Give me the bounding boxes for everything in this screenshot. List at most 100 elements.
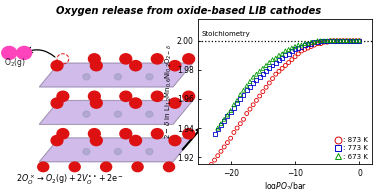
- : 873 K: (-5, 2): 873 K: (-5, 2): [324, 41, 330, 44]
- Circle shape: [115, 111, 121, 117]
- : 673 K: (-1.5, 2): 673 K: (-1.5, 2): [347, 39, 353, 42]
- : 673 K: (-17.5, 1.97): 673 K: (-17.5, 1.97): [244, 84, 250, 87]
- : 773 K: (-21, 1.95): 773 K: (-21, 1.95): [221, 119, 227, 122]
- : 773 K: (-8, 2): 773 K: (-8, 2): [305, 42, 311, 45]
- Circle shape: [83, 74, 90, 80]
- : 673 K: (-2.5, 2): 673 K: (-2.5, 2): [340, 39, 346, 42]
- : 873 K: (-19.5, 1.94): 873 K: (-19.5, 1.94): [231, 131, 237, 134]
- : 873 K: (-3, 2): 873 K: (-3, 2): [337, 39, 343, 42]
- : 873 K: (-7.5, 2): 873 K: (-7.5, 2): [308, 45, 314, 48]
- Circle shape: [83, 111, 90, 117]
- : 873 K: (-6.5, 2): 873 K: (-6.5, 2): [314, 42, 321, 45]
- : 673 K: (-12.5, 1.99): 673 K: (-12.5, 1.99): [276, 54, 282, 57]
- : 873 K: (-14.5, 1.97): 873 K: (-14.5, 1.97): [263, 86, 269, 89]
- : 873 K: (-11.5, 1.98): 873 K: (-11.5, 1.98): [282, 64, 288, 67]
- : 873 K: (-8, 2): 873 K: (-8, 2): [305, 46, 311, 50]
- : 773 K: (-16, 1.97): 773 K: (-16, 1.97): [253, 78, 259, 81]
- Circle shape: [115, 149, 121, 155]
- : 873 K: (-9, 1.99): 873 K: (-9, 1.99): [299, 49, 305, 52]
- : 773 K: (-9, 2): 773 K: (-9, 2): [299, 45, 305, 48]
- Circle shape: [172, 62, 178, 67]
- Polygon shape: [39, 63, 193, 87]
- : 673 K: (-19, 1.96): 673 K: (-19, 1.96): [234, 99, 240, 102]
- Circle shape: [120, 91, 132, 101]
- Circle shape: [130, 98, 141, 108]
- : 773 K: (-16.5, 1.97): 773 K: (-16.5, 1.97): [250, 81, 256, 84]
- : 873 K: (-16, 1.96): 873 K: (-16, 1.96): [253, 99, 259, 102]
- Legend: : 873 K, : 773 K, : 673 K: : 873 K, : 773 K, : 673 K: [335, 136, 369, 161]
- : 873 K: (-16.5, 1.96): 873 K: (-16.5, 1.96): [250, 103, 256, 106]
- : 673 K: (-9.5, 2): 673 K: (-9.5, 2): [295, 44, 301, 47]
- : 773 K: (-19.5, 1.95): 773 K: (-19.5, 1.95): [231, 106, 237, 109]
- : 773 K: (-17.5, 1.97): 773 K: (-17.5, 1.97): [244, 89, 250, 92]
- : 873 K: (-11, 1.99): 873 K: (-11, 1.99): [286, 61, 292, 64]
- : 773 K: (-20, 1.95): 773 K: (-20, 1.95): [228, 111, 234, 114]
- : 873 K: (-18.5, 1.94): 873 K: (-18.5, 1.94): [237, 122, 243, 125]
- : 873 K: (-20.5, 1.93): 873 K: (-20.5, 1.93): [225, 141, 231, 144]
- : 773 K: (-0.5, 2): 773 K: (-0.5, 2): [353, 39, 359, 42]
- : 673 K: (-13, 1.99): 673 K: (-13, 1.99): [273, 57, 279, 60]
- : 673 K: (-19.5, 1.96): 673 K: (-19.5, 1.96): [231, 103, 237, 106]
- : 673 K: (-12, 1.99): 673 K: (-12, 1.99): [279, 52, 285, 55]
- : 873 K: (-22.5, 1.92): 873 K: (-22.5, 1.92): [212, 159, 218, 162]
- : 673 K: (0, 2): 673 K: (0, 2): [356, 39, 363, 42]
- Circle shape: [183, 54, 195, 64]
- : 873 K: (-13, 1.98): 873 K: (-13, 1.98): [273, 73, 279, 76]
- Circle shape: [90, 98, 102, 108]
- : 773 K: (-4, 2): 773 K: (-4, 2): [331, 39, 337, 42]
- : 873 K: (-1.5, 2): 873 K: (-1.5, 2): [347, 39, 353, 42]
- : 773 K: (-22.5, 1.94): 773 K: (-22.5, 1.94): [212, 132, 218, 135]
- Circle shape: [151, 129, 163, 139]
- : 673 K: (-9, 2): 673 K: (-9, 2): [299, 44, 305, 47]
- : 773 K: (-6, 2): 773 K: (-6, 2): [318, 39, 324, 42]
- : 873 K: (-23.5, 1.91): 873 K: (-23.5, 1.91): [205, 167, 211, 170]
- : 773 K: (-12, 1.99): 773 K: (-12, 1.99): [279, 57, 285, 60]
- : 873 K: (-6, 2): 873 K: (-6, 2): [318, 42, 324, 45]
- : 873 K: (0, 2): 873 K: (0, 2): [356, 39, 363, 42]
- Circle shape: [2, 46, 17, 59]
- X-axis label: log$PO_2$/bar: log$PO_2$/bar: [264, 180, 307, 189]
- : 773 K: (-13.5, 1.98): 773 K: (-13.5, 1.98): [270, 64, 276, 67]
- : 873 K: (-1, 2): 873 K: (-1, 2): [350, 39, 356, 42]
- Circle shape: [83, 149, 90, 155]
- : 673 K: (-11.5, 1.99): 673 K: (-11.5, 1.99): [282, 49, 288, 52]
- Circle shape: [183, 91, 195, 101]
- : 673 K: (-4.5, 2): 673 K: (-4.5, 2): [327, 39, 333, 42]
- : 773 K: (-11, 1.99): 773 K: (-11, 1.99): [286, 52, 292, 55]
- Circle shape: [115, 74, 121, 80]
- Text: Stoichiometry: Stoichiometry: [202, 31, 250, 37]
- : 873 K: (-14, 1.97): 873 K: (-14, 1.97): [266, 81, 272, 84]
- : 673 K: (-16.5, 1.98): 673 K: (-16.5, 1.98): [250, 76, 256, 79]
- Circle shape: [120, 54, 132, 64]
- Circle shape: [101, 162, 112, 172]
- : 673 K: (-2, 2): 673 K: (-2, 2): [344, 39, 350, 42]
- Circle shape: [146, 111, 153, 117]
- : 773 K: (-22, 1.94): 773 K: (-22, 1.94): [215, 128, 221, 131]
- : 873 K: (-13.5, 1.97): 873 K: (-13.5, 1.97): [270, 77, 276, 80]
- : 773 K: (-15, 1.98): 773 K: (-15, 1.98): [260, 73, 266, 76]
- : 873 K: (-2.5, 2): 873 K: (-2.5, 2): [340, 39, 346, 42]
- : 673 K: (-8.5, 2): 673 K: (-8.5, 2): [302, 42, 308, 45]
- Circle shape: [54, 100, 60, 105]
- : 873 K: (-0.5, 2): 873 K: (-0.5, 2): [353, 39, 359, 42]
- : 873 K: (-12.5, 1.98): 873 K: (-12.5, 1.98): [276, 70, 282, 73]
- Circle shape: [54, 137, 60, 142]
- Circle shape: [51, 60, 63, 71]
- : 673 K: (-16, 1.98): 673 K: (-16, 1.98): [253, 73, 259, 76]
- : 773 K: (-13, 1.99): 773 K: (-13, 1.99): [273, 61, 279, 64]
- : 673 K: (-7.5, 2): 673 K: (-7.5, 2): [308, 41, 314, 44]
- : 773 K: (-4.5, 2): 773 K: (-4.5, 2): [327, 39, 333, 42]
- Text: Oxygen release from oxide-based LIB cathodes: Oxygen release from oxide-based LIB cath…: [56, 6, 322, 16]
- : 773 K: (-3.5, 2): 773 K: (-3.5, 2): [334, 39, 340, 42]
- : 773 K: (-20.5, 1.95): 773 K: (-20.5, 1.95): [225, 115, 231, 118]
- : 673 K: (-15.5, 1.98): 673 K: (-15.5, 1.98): [257, 70, 263, 73]
- : 673 K: (-22, 1.94): 673 K: (-22, 1.94): [215, 127, 221, 130]
- : 873 K: (-5.5, 2): 873 K: (-5.5, 2): [321, 41, 327, 44]
- : 873 K: (-15.5, 1.96): 873 K: (-15.5, 1.96): [257, 94, 263, 98]
- : 673 K: (-5, 2): 673 K: (-5, 2): [324, 39, 330, 42]
- Circle shape: [93, 62, 99, 67]
- : 773 K: (-1, 2): 773 K: (-1, 2): [350, 39, 356, 42]
- : 673 K: (-10, 2): 673 K: (-10, 2): [292, 45, 298, 48]
- Circle shape: [172, 100, 178, 105]
- : 873 K: (-4, 2): 873 K: (-4, 2): [331, 39, 337, 42]
